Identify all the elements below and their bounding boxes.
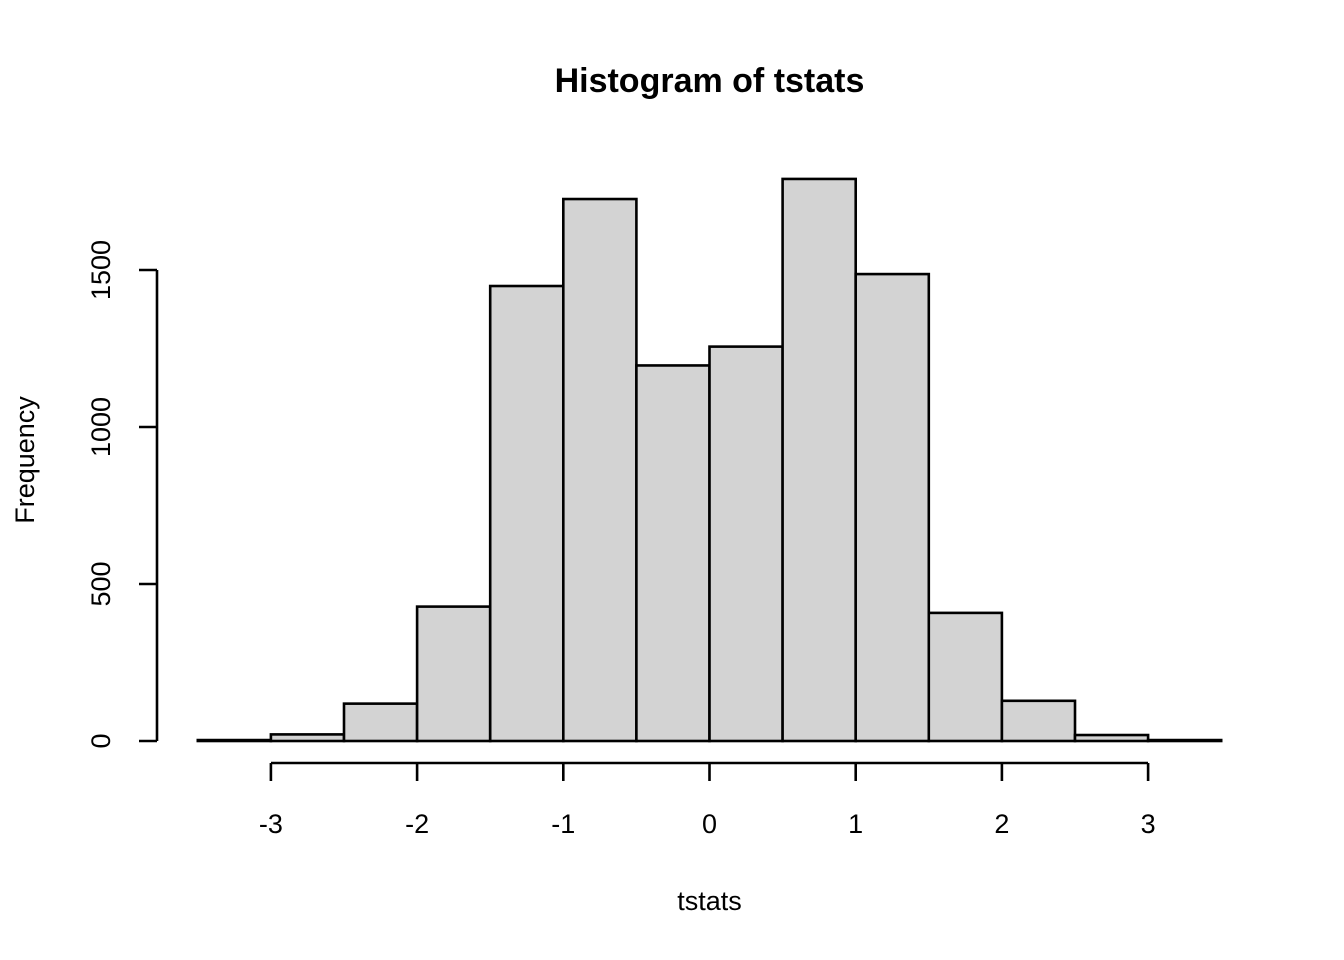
y-axis: 0 500 1000 1500 bbox=[86, 240, 159, 749]
histogram-bar bbox=[1000, 699, 1077, 743]
histogram-bars bbox=[196, 177, 1223, 743]
histogram-bar bbox=[269, 733, 346, 743]
histogram-bar bbox=[1146, 738, 1223, 743]
x-tick-label: -1 bbox=[551, 809, 575, 839]
chart-title: Histogram of tstats bbox=[555, 62, 865, 100]
x-tick-label: -2 bbox=[405, 809, 429, 839]
y-axis-label: Frequency bbox=[10, 396, 40, 524]
x-tick-label: -3 bbox=[259, 809, 283, 839]
histogram-bar bbox=[1073, 733, 1150, 743]
x-tick-label: 1 bbox=[848, 809, 863, 839]
histogram-bar bbox=[415, 605, 492, 743]
histogram-bar bbox=[708, 345, 784, 743]
x-axis: -3 -2 -1 0 1 2 3 bbox=[259, 761, 1156, 839]
y-tick-label: 1000 bbox=[86, 397, 116, 457]
histogram-bar bbox=[488, 284, 565, 743]
histogram-bar bbox=[854, 272, 931, 743]
x-tick-label: 0 bbox=[702, 809, 717, 839]
histogram-bar bbox=[927, 611, 1004, 743]
y-tick-label: 1500 bbox=[86, 240, 116, 300]
histogram-bar bbox=[561, 197, 638, 743]
histogram-bar bbox=[635, 364, 711, 743]
histogram-bar bbox=[196, 738, 273, 743]
x-tick-label: 3 bbox=[1141, 809, 1156, 839]
histogram-bar bbox=[342, 702, 419, 743]
y-tick-label: 500 bbox=[86, 561, 116, 606]
y-tick-label: 0 bbox=[86, 733, 116, 748]
x-tick-label: 2 bbox=[994, 809, 1009, 839]
x-axis-label: tstats bbox=[677, 886, 742, 916]
histogram-bar bbox=[781, 177, 857, 743]
